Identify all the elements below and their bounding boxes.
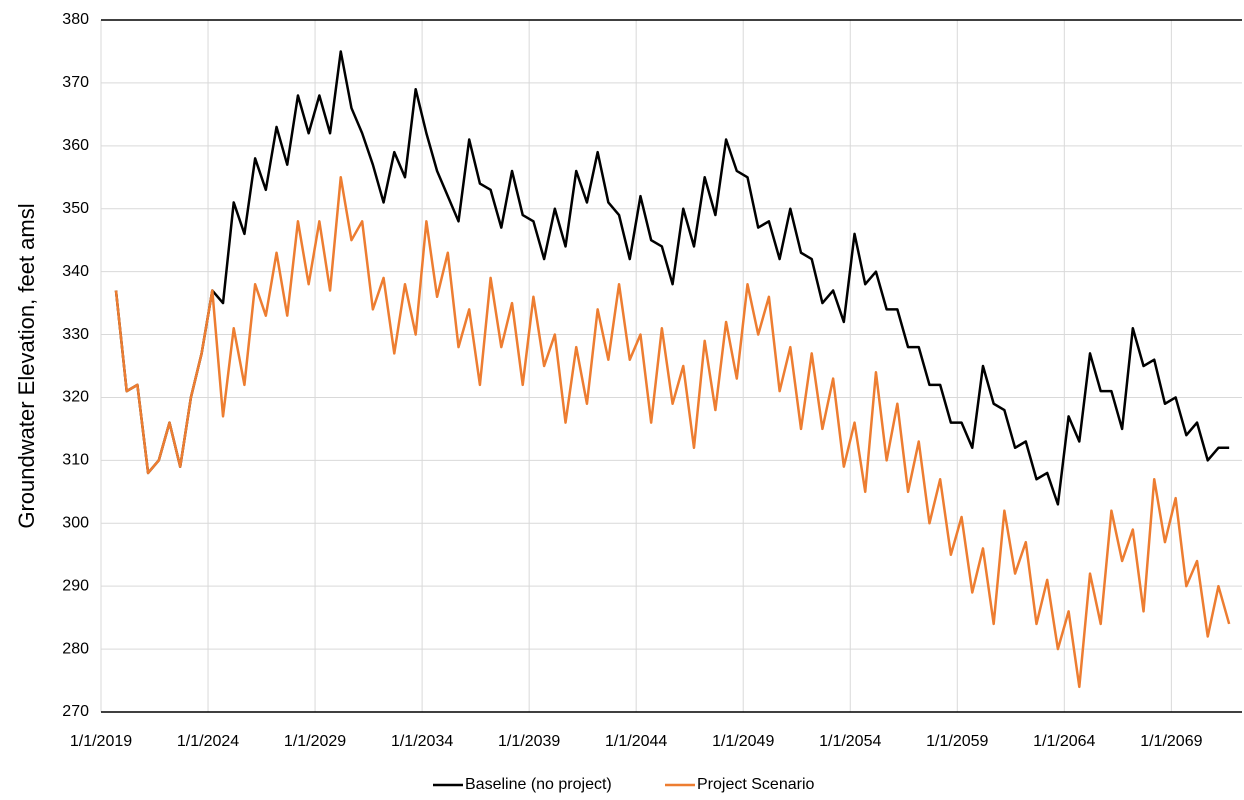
y-tick-label: 310 xyxy=(62,452,89,469)
x-tick-label: 1/1/2034 xyxy=(391,733,453,750)
x-tick-label: 1/1/2044 xyxy=(605,733,667,750)
y-tick-label: 360 xyxy=(62,137,89,154)
y-tick-label: 370 xyxy=(62,74,89,91)
legend-label: Baseline (no project) xyxy=(465,776,612,793)
y-tick-label: 330 xyxy=(62,326,89,343)
legend-label: Project Scenario xyxy=(697,776,814,793)
x-tick-label: 1/1/2049 xyxy=(712,733,774,750)
y-tick-label: 340 xyxy=(62,263,89,280)
y-tick-label: 300 xyxy=(62,514,89,531)
x-tick-label: 1/1/2024 xyxy=(177,733,239,750)
y-axis-title: Groundwater Elevation, feet amsl xyxy=(14,203,39,528)
series-line xyxy=(114,50,1230,506)
x-tick-label: 1/1/2029 xyxy=(284,733,346,750)
y-tick-label: 380 xyxy=(62,11,89,28)
y-tick-label: 350 xyxy=(62,200,89,217)
x-tick-label: 1/1/2069 xyxy=(1140,733,1202,750)
x-tick-label: 1/1/2054 xyxy=(819,733,881,750)
y-tick-label: 280 xyxy=(62,640,89,657)
y-tick-label: 320 xyxy=(62,389,89,406)
x-tick-label: 1/1/2059 xyxy=(926,733,988,750)
x-tick-label: 1/1/2039 xyxy=(498,733,560,750)
x-tick-label: 1/1/2019 xyxy=(70,733,132,750)
series-line xyxy=(114,176,1231,689)
y-tick-label: 290 xyxy=(62,577,89,594)
x-tick-label: 1/1/2064 xyxy=(1033,733,1095,750)
y-tick-label: 270 xyxy=(62,703,89,720)
